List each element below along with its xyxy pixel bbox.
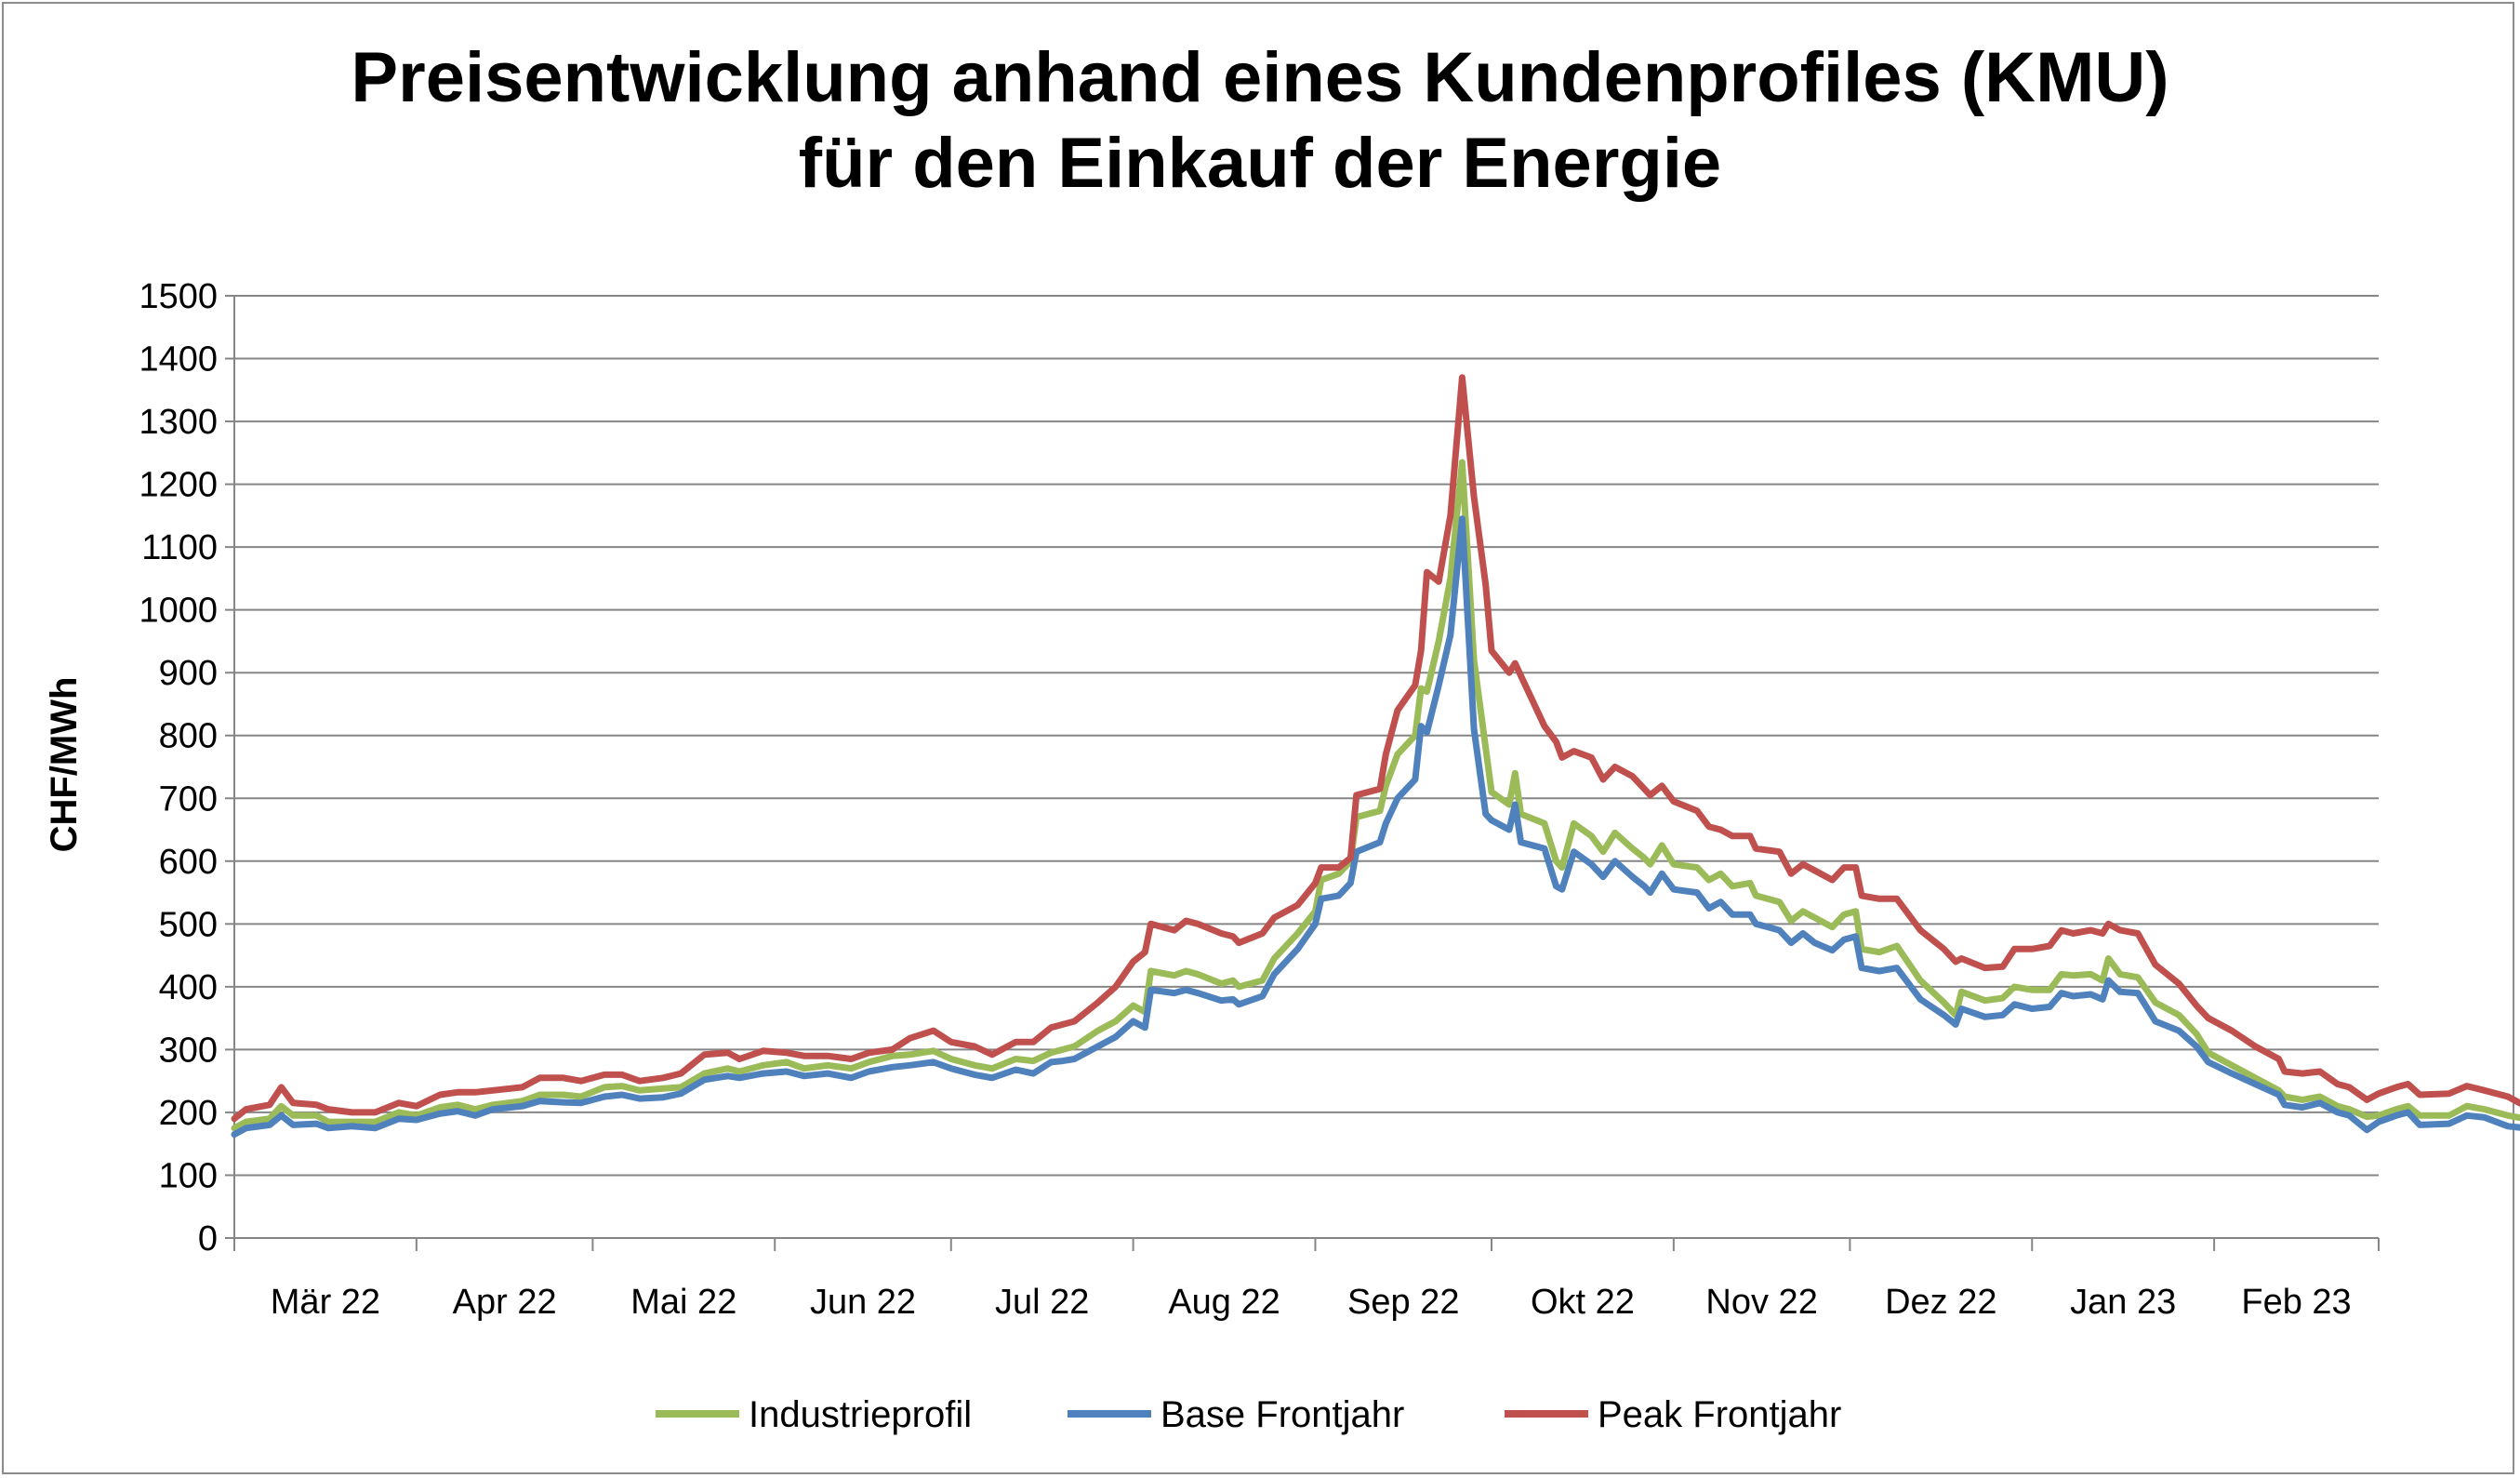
y-axis-ticks: 0 100 200 300 400 500 600 700 800 900 1000 1100 1200…: [139, 277, 234, 1258]
y-tick-label: 1300: [139, 403, 218, 442]
y-tick-label: 900: [159, 654, 218, 693]
y-tick-label: 600: [159, 843, 218, 882]
x-tick-label: Aug 22: [1168, 1283, 1280, 1322]
x-tick-label: Jan 23: [2070, 1283, 2176, 1322]
x-axis: Mär 22 Apr 22 Mai 22 Jun 22 Jul 22 Aug 22 Sep …: [233, 296, 2380, 1322]
series-line-base-frontjahr: [231, 515, 2520, 1138]
y-tick-label: 800: [159, 717, 218, 756]
chart-title: Preisentwicklung anhand eines Kundenprof…: [0, 35, 2520, 206]
legend: Industrieprofil Base Frontjahr Peak Frontj…: [656, 1394, 1841, 1435]
y-tick-label: 400: [159, 968, 218, 1007]
y-tick-label: 0: [198, 1219, 218, 1258]
x-tick-label: Mai 22: [630, 1283, 736, 1322]
x-tick-label: Feb 23: [2241, 1283, 2351, 1322]
x-tick-label: Jul 22: [995, 1283, 1089, 1322]
chart-title-line-1: Preisentwicklung anhand eines Kundenprof…: [351, 38, 2169, 117]
y-tick-label: 1500: [139, 277, 218, 316]
x-tick-label: Okt 22: [1531, 1283, 1635, 1322]
x-tick-label: Dez 22: [1885, 1283, 1996, 1322]
x-tick-label: Mär 22: [271, 1283, 380, 1322]
y-axis-label: CHF/MWh: [44, 677, 85, 853]
x-tick-label: Nov 22: [1705, 1283, 1817, 1322]
x-tick-label: Apr 22: [453, 1283, 557, 1322]
chart-title-line-2: für den Einkauf der Energie: [798, 124, 1722, 203]
y-tick-label: 1400: [139, 340, 218, 379]
y-tick-label: 1200: [139, 466, 218, 505]
legend-label: Peak Frontjahr: [1598, 1394, 1841, 1435]
series-line-peak-frontjahr: [231, 374, 2520, 1123]
y-tick-label: 1100: [141, 528, 218, 567]
y-tick-label: 200: [159, 1094, 218, 1133]
series-line-industrieprofil: [231, 459, 2520, 1132]
y-tick-label: 700: [159, 779, 218, 819]
y-tick-label: 300: [159, 1031, 218, 1070]
legend-label: Base Frontjahr: [1161, 1394, 1404, 1435]
x-tick-label: Sep 22: [1347, 1283, 1459, 1322]
y-tick-label: 1000: [139, 592, 218, 631]
series-lines: [231, 374, 2520, 1138]
gridlines: [234, 295, 2379, 1177]
y-tick-label: 500: [159, 905, 218, 944]
legend-label: Industrieprofil: [749, 1394, 972, 1435]
y-tick-label: 100: [159, 1156, 218, 1195]
x-tick-label: Jun 22: [810, 1283, 916, 1322]
